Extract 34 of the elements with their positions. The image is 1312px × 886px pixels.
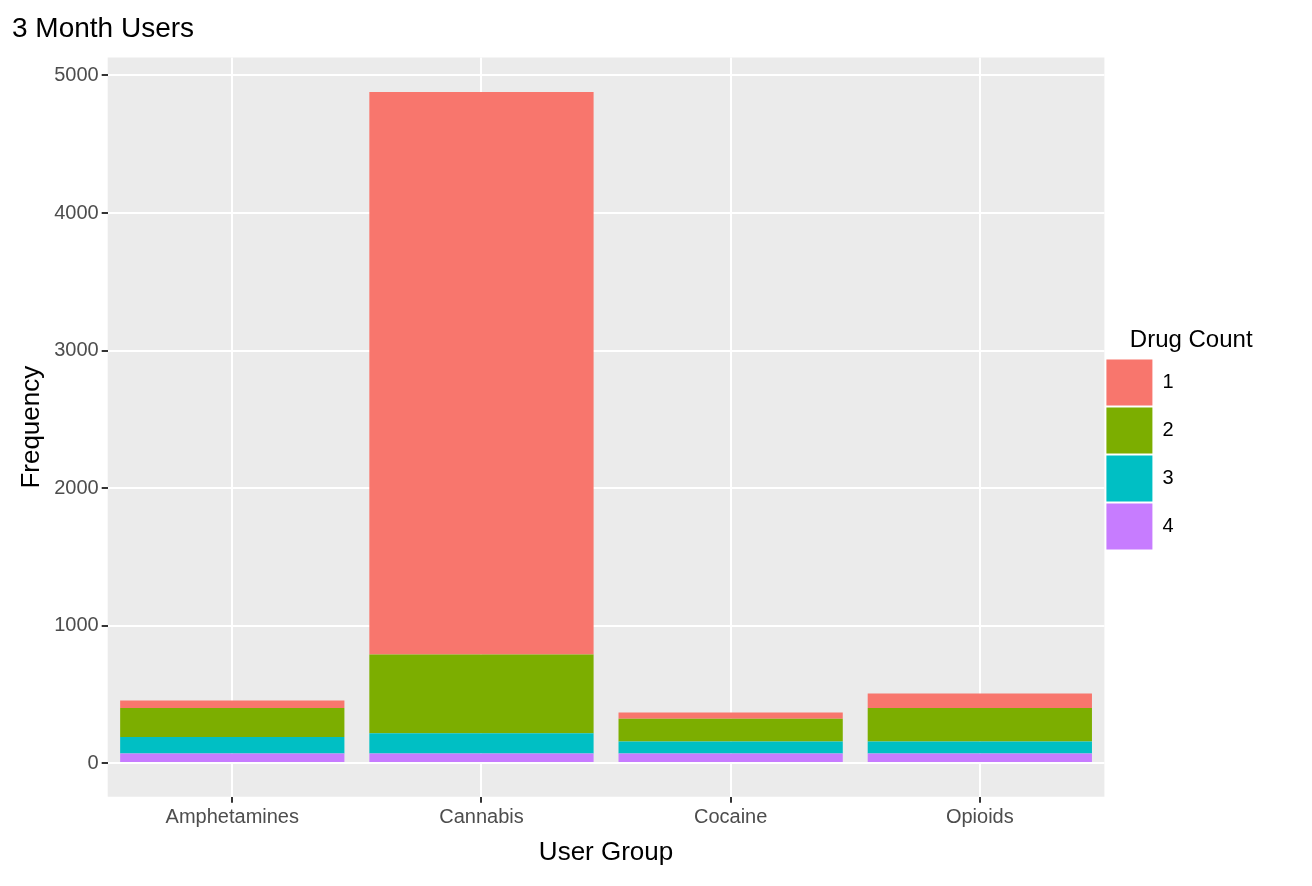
bar [120, 753, 345, 763]
bar [867, 753, 1092, 763]
y-tick-label: 1000 [54, 613, 99, 636]
bar [867, 693, 1092, 709]
bar [369, 91, 594, 655]
bar [618, 712, 843, 719]
y-tick-label: 3000 [54, 338, 99, 361]
x-tick-label: Opioids [945, 805, 1014, 828]
bar [369, 733, 594, 754]
bar [618, 741, 843, 754]
bar [120, 708, 345, 738]
legend-label: 4 [1162, 513, 1269, 536]
bar [618, 718, 843, 742]
bar [618, 753, 843, 763]
x-tick-label: Amphetamines [165, 805, 299, 828]
y-axis-title: Frequency [14, 365, 45, 489]
bar [867, 708, 1092, 742]
bar [369, 753, 594, 763]
bar [120, 737, 345, 754]
x-axis-title: User Group [538, 835, 674, 866]
legend-label: 1 [1162, 369, 1269, 392]
y-tick-label: 4000 [54, 200, 99, 223]
y-tick-label: 2000 [54, 475, 99, 498]
y-tick-label: 5000 [54, 62, 99, 85]
x-tick-label: Cannabis [439, 805, 524, 828]
chart-title: 3 Month Users [12, 11, 195, 43]
y-tick-label: 0 [87, 750, 99, 773]
legend-label: 2 [1162, 417, 1269, 440]
legend-title: Drug Count [1129, 325, 1253, 353]
bar [369, 654, 594, 734]
legend-label: 3 [1162, 465, 1269, 488]
x-tick-label: Cocaine [693, 805, 768, 828]
bar [867, 741, 1092, 754]
bar [120, 700, 345, 709]
